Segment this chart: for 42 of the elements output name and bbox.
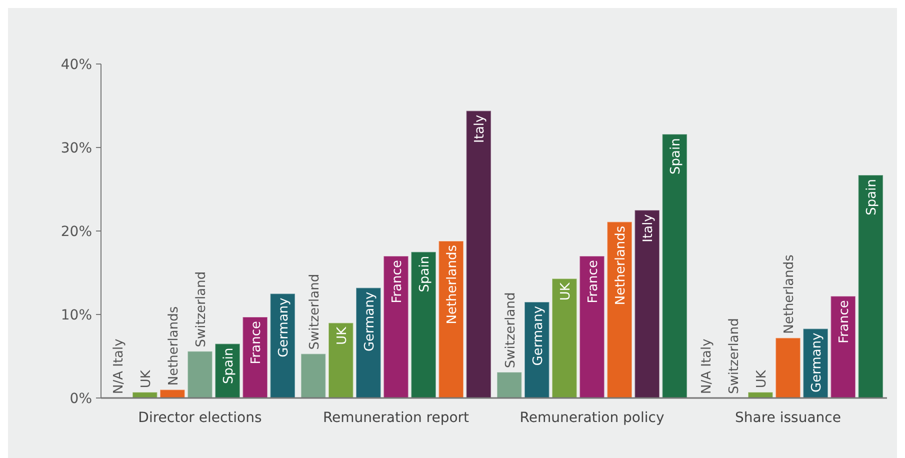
data-label: Spain <box>222 348 237 384</box>
data-label: Germany <box>810 332 825 392</box>
data-label: Netherlands <box>445 244 460 324</box>
data-label: Switzerland <box>194 271 209 348</box>
bar <box>496 372 522 398</box>
data-label: France <box>586 260 602 304</box>
data-label: Italy <box>641 214 656 242</box>
x-tick-label: Remuneration policy <box>520 410 664 426</box>
x-tick-label: Share issuance <box>735 410 841 426</box>
data-label: Spain <box>418 256 433 292</box>
data-label: Germany <box>276 297 292 358</box>
data-label: France <box>837 300 852 344</box>
y-tick-label: 30% <box>60 140 92 156</box>
bar <box>662 134 688 398</box>
y-tick-label: 0% <box>70 390 92 407</box>
data-label: Switzerland <box>503 292 518 368</box>
y-tick-label: 10% <box>60 307 92 324</box>
bar <box>858 174 884 398</box>
data-label: Germany <box>530 306 546 366</box>
data-label: Italy <box>472 114 488 143</box>
data-label: France <box>249 321 264 364</box>
x-tick-label: Director elections <box>138 410 262 426</box>
text: N/A Italy <box>111 338 126 394</box>
data-label: Germany <box>362 291 378 352</box>
data-label: Netherlands <box>782 254 798 334</box>
x-tick-label: Remuneration report <box>322 410 470 426</box>
data-label: UK <box>754 370 770 388</box>
data-label: Netherlands <box>166 306 182 386</box>
data-label: Spain <box>668 138 684 174</box>
data-label: France <box>390 260 405 304</box>
data-label: UK <box>334 326 350 345</box>
text: N/A Italy <box>699 338 714 394</box>
data-label: Spain <box>864 179 880 216</box>
y-tick-label: 20% <box>60 224 92 240</box>
data-label: Switzerland <box>307 274 322 350</box>
text: Switzerland <box>726 318 742 394</box>
y-tick-label: 40% <box>60 56 92 73</box>
data-label: UK <box>138 370 154 388</box>
data-label: UK <box>558 282 574 301</box>
data-label: Netherlands <box>614 226 629 306</box>
bar <box>466 110 492 398</box>
bar <box>300 353 326 398</box>
